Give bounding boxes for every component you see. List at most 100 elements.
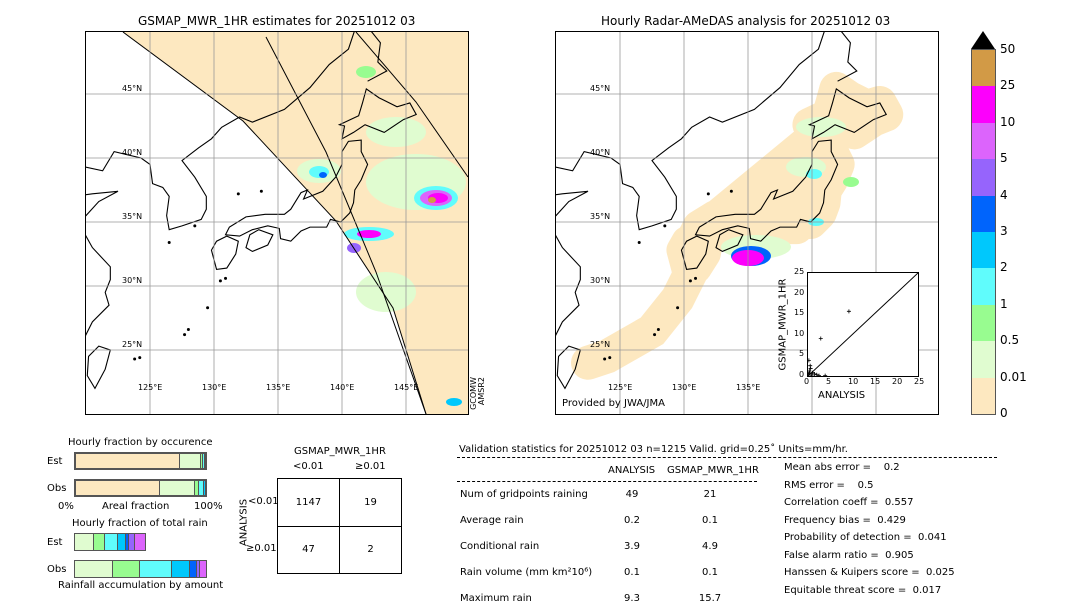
island	[637, 240, 641, 244]
bar-segment	[204, 480, 206, 496]
lat-label: 25°N	[122, 340, 142, 349]
occurrence-title: Hourly fraction by occurence	[68, 437, 213, 448]
lat-label: 25°N	[590, 340, 610, 349]
rain-cell	[428, 197, 436, 203]
lat-label: 35°N	[590, 212, 610, 221]
swath-area	[123, 32, 468, 414]
cell-hits: 2	[367, 544, 374, 555]
one-to-one-line	[807, 272, 919, 377]
coastline-sakhalin	[837, 29, 858, 82]
total-rain-est-bar	[74, 533, 207, 551]
rain-cell	[366, 117, 426, 147]
validation-header: Validation statistics for 20251012 03 n=…	[459, 444, 848, 455]
scatter-xtick: 15	[870, 377, 881, 386]
right-map: 45°N 40°N 35°N 30°N 25°N 125°E 130°E 135°E Prov…	[542, 29, 939, 415]
lon-label: 145°E	[394, 383, 418, 392]
colorbar-tick: 1	[1000, 296, 1008, 311]
colorbar-segment	[972, 195, 995, 232]
bar-segment	[200, 560, 207, 578]
contingency-table: 1147 19 47 2	[277, 478, 402, 574]
rain-cell	[319, 172, 327, 178]
occurrence-est-bar	[74, 452, 207, 470]
score-line: False alarm ratio = 0.905	[784, 549, 914, 561]
total-rain-obs-label: Obs	[47, 564, 67, 575]
coastline-japan_honshu	[694, 139, 839, 242]
scatter-point	[807, 371, 812, 376]
colorbar-segment	[972, 122, 995, 160]
colorbar-segment	[972, 159, 995, 196]
scatter-xtick: 5	[826, 377, 832, 386]
scatter-point	[823, 373, 828, 378]
row-analysis: 49	[625, 489, 639, 500]
coastline-japan_hokkaido	[337, 87, 418, 140]
row-gsmap: 21	[703, 489, 717, 500]
colorbar-segment	[972, 304, 995, 342]
total-rain-title: Hourly fraction of total rain	[72, 518, 208, 529]
cell-hits-none: 1147	[295, 497, 322, 508]
coastline-sakhalin	[367, 29, 388, 82]
swath-edge	[122, 31, 427, 415]
bar-segment	[159, 480, 195, 496]
island	[167, 240, 171, 244]
coastline-japan_shikoku	[715, 229, 744, 253]
cell-misses: 47	[302, 544, 315, 555]
bar-segment	[180, 453, 202, 469]
coastline-china_south	[542, 190, 589, 351]
bar-segment	[94, 533, 106, 551]
bar-segment	[75, 453, 181, 469]
lat-label: 35°N	[122, 212, 142, 221]
coastline-mainland	[543, 29, 826, 231]
scatter-point	[808, 363, 813, 368]
coastline-china_south	[72, 190, 119, 351]
bar-segment	[75, 480, 160, 496]
colorbar-tick: 3	[1000, 224, 1008, 238]
total-rain-xlabel: Rainfall accumulation by amount	[58, 580, 224, 591]
bar-segment	[113, 560, 140, 578]
bar-segment	[204, 453, 207, 469]
colorbar: 0 0.01 0.5 1 2 3 4 5 10 25 50	[971, 42, 1027, 420]
colorbar-tick: 50	[1000, 42, 1016, 56]
colorbar-tick: 10	[1000, 114, 1016, 129]
bar-segment	[194, 480, 200, 496]
rain-cell	[843, 177, 859, 187]
row-label: Num of gridpoints raining	[460, 489, 588, 500]
lat-label: 45°N	[122, 84, 142, 93]
island	[688, 279, 692, 283]
scatter-xtick: 10	[848, 377, 859, 386]
scatter-ytick: 15	[794, 308, 805, 318]
credit-text: Provided by JWA/JMA	[562, 398, 665, 409]
contingency-col-title: GSMAP_MWR_1HR	[294, 446, 386, 457]
bar-segment	[129, 533, 135, 551]
scatter-ytick: 10	[794, 328, 805, 338]
scatter-ylabel: GSMAP_MWR_1HR	[777, 278, 789, 371]
lat-label: 40°N	[122, 148, 142, 157]
scatter-xlabel: ANALYSIS	[818, 390, 866, 401]
island	[653, 333, 657, 337]
rain-field	[123, 32, 468, 414]
score-line: RMS error = 0.5	[784, 479, 874, 491]
bar-segment	[74, 533, 95, 551]
colorbar-segment	[972, 268, 995, 305]
scatter-xtick: 0	[804, 377, 810, 386]
left-map: 45°N 40°N 35°N 30°N 25°N 125°E 130°E 135°E 140°E…	[72, 29, 486, 415]
bar-segment	[201, 453, 204, 469]
score-line: Probability of detection = 0.041	[784, 532, 947, 543]
lon-label: 125°E	[608, 383, 632, 392]
scatter-canvas	[806, 272, 919, 378]
row-gsmap: 4.9	[702, 541, 718, 552]
bar-segment	[105, 533, 119, 551]
scatter-xtick: 20	[892, 377, 903, 386]
occurrence-x1: 100%	[194, 501, 223, 512]
total-rain-obs-bar	[74, 560, 207, 578]
lon-label: 130°E	[202, 383, 226, 392]
scatter-point	[806, 358, 811, 363]
bar-segment	[118, 533, 126, 551]
swath-edge	[355, 31, 469, 178]
colorbar-segment	[972, 341, 995, 378]
col-gsmap: GSMAP_MWR_1HR	[667, 465, 759, 476]
island	[676, 306, 680, 310]
row-label: Average rain	[460, 515, 524, 526]
island	[656, 328, 660, 332]
scatter-point	[810, 370, 815, 375]
